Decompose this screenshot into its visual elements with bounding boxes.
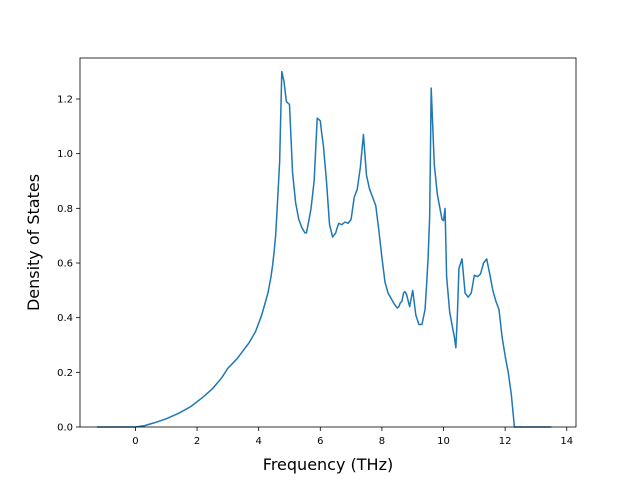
x-tick-label: 14 bbox=[560, 436, 573, 447]
y-tick-label: 1.2 bbox=[57, 95, 73, 106]
x-tick-label: 12 bbox=[499, 436, 512, 447]
x-tick-label: 0 bbox=[132, 436, 138, 447]
y-tick-label: 0.4 bbox=[57, 313, 73, 324]
y-tick-label: 0.2 bbox=[57, 368, 73, 379]
x-tick-label: 2 bbox=[194, 436, 200, 447]
x-tick-label: 6 bbox=[317, 436, 323, 447]
x-axis-label: Frequency (THz) bbox=[263, 455, 393, 474]
x-tick-label: 10 bbox=[437, 436, 450, 447]
x-tick-label: 4 bbox=[255, 436, 261, 447]
series-layer bbox=[96, 70, 552, 428]
dos-series-line bbox=[96, 70, 552, 428]
y-axis-label: Density of States bbox=[24, 174, 43, 311]
y-tick-label: 0.0 bbox=[57, 423, 73, 434]
x-tick-label: 8 bbox=[379, 436, 385, 447]
ticks-layer: 0 2 4 6 8 10 12 14 0.0 0.2 0.4 0.6 0.8 1.0 1.2 bbox=[57, 95, 573, 448]
y-tick-label: 0.8 bbox=[57, 204, 73, 215]
y-tick-label: 0.6 bbox=[57, 259, 73, 270]
axes-frame bbox=[79, 57, 577, 428]
y-tick-label: 1.0 bbox=[57, 149, 73, 160]
